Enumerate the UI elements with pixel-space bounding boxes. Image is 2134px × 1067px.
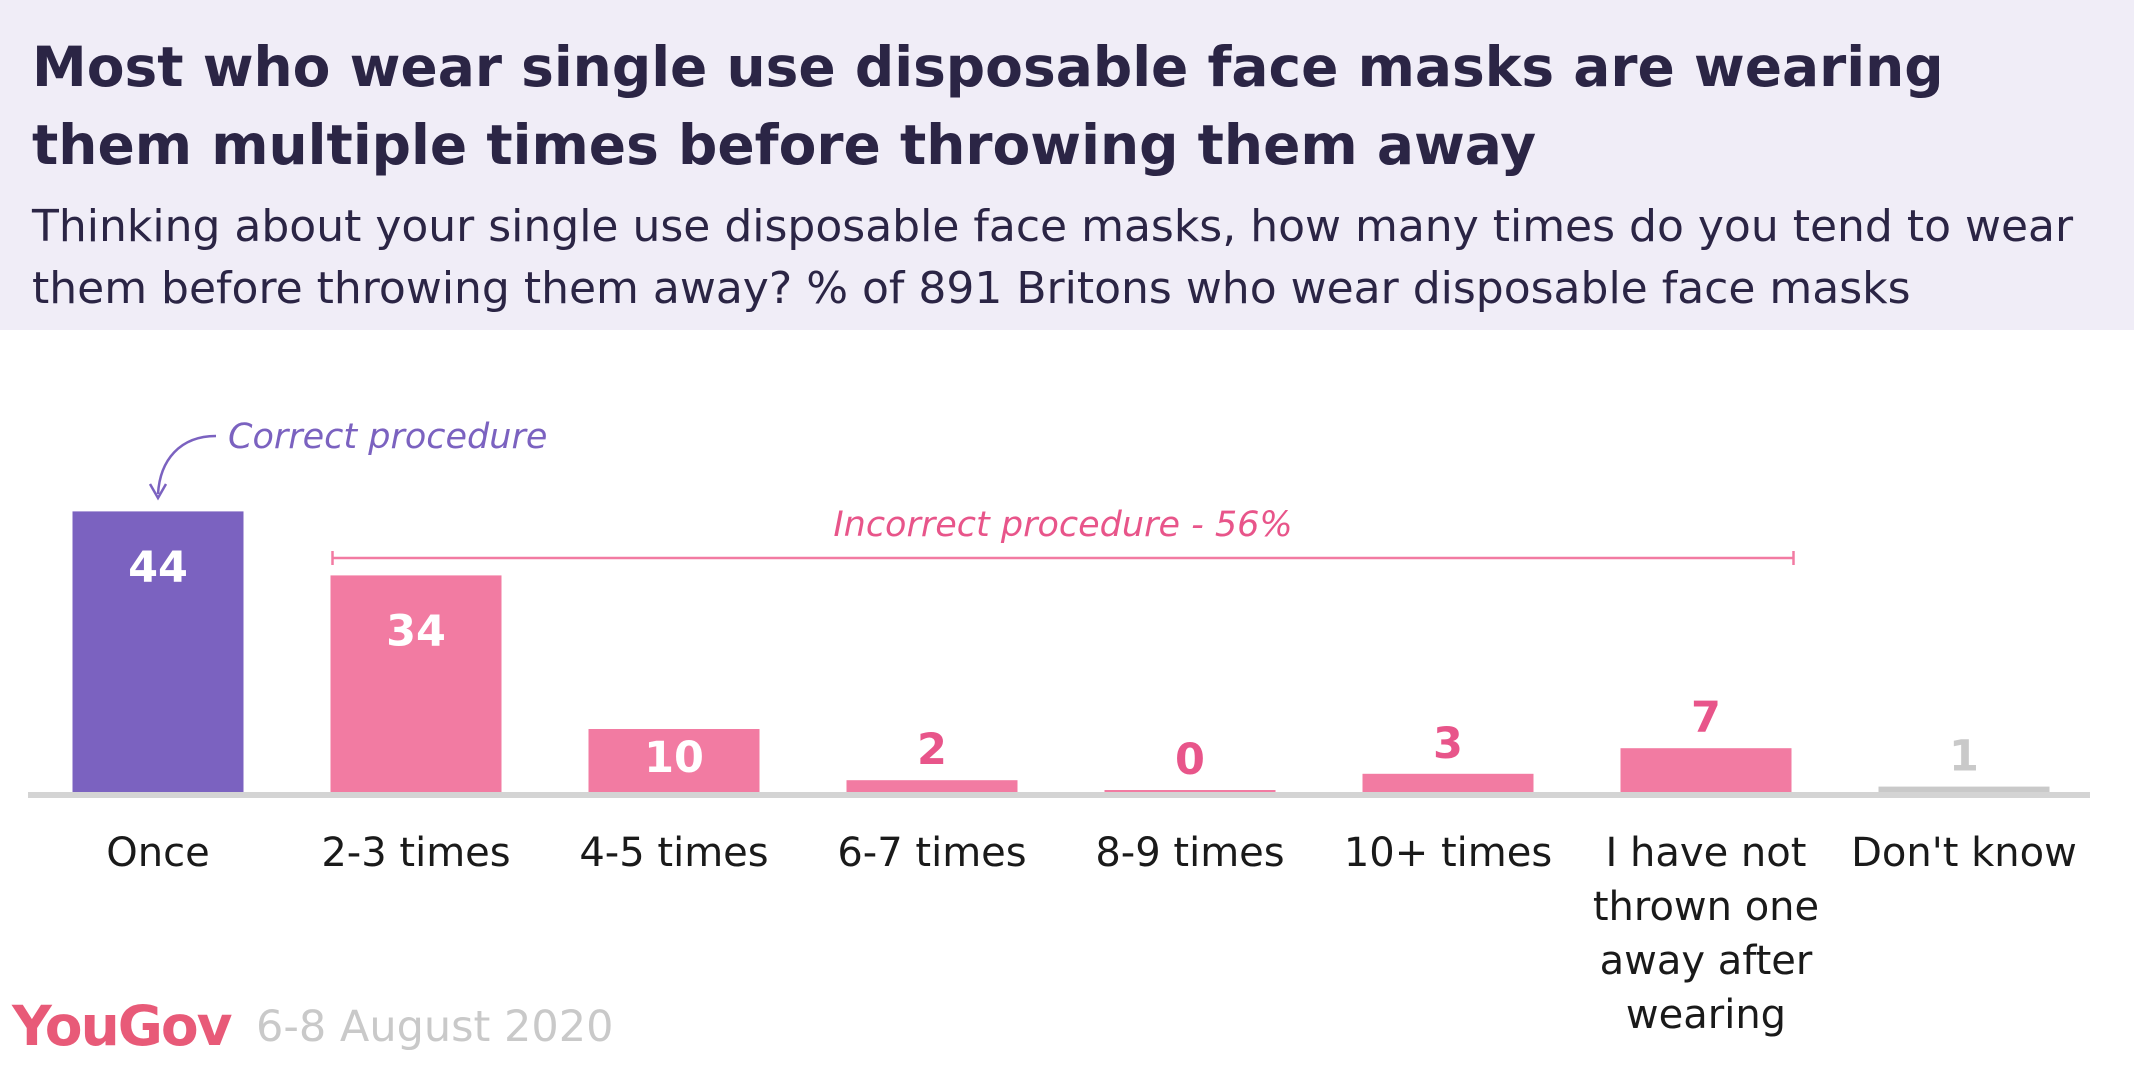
category-label-3-0: 6-7 times xyxy=(837,830,1026,876)
value-label-7: 1 xyxy=(1949,732,1979,782)
value-labels-layer: 44 34 10 2 0 3 7 1 xyxy=(128,542,1979,785)
bar-1 xyxy=(330,575,502,793)
bar-3 xyxy=(846,780,1018,793)
annotation-correct-procedure: Correct procedure xyxy=(228,417,547,457)
annotation-correct-arrowhead xyxy=(148,483,168,501)
chart-subtitle: Thinking about your single use disposabl… xyxy=(32,201,2074,314)
category-label-6-0: I have not xyxy=(1606,830,1807,876)
yougov-logo: YouGov xyxy=(12,994,233,1058)
category-label-6-3: wearing xyxy=(1626,992,1786,1038)
category-label-6-1: thrown one xyxy=(1593,884,1819,930)
category-label-4-0: 8-9 times xyxy=(1095,830,1284,876)
annotations-layer: Correct procedure Incorrect procedure - 5… xyxy=(148,417,1795,565)
value-label-3: 2 xyxy=(917,725,947,775)
category-label-6-2: away after xyxy=(1600,938,1813,984)
category-label-5-0: 10+ times xyxy=(1344,830,1552,876)
category-label-2-0: 4-5 times xyxy=(579,830,768,876)
value-label-5: 3 xyxy=(1433,719,1463,769)
annotation-incorrect-procedure: Incorrect procedure - 56% xyxy=(833,505,1292,545)
bar-5 xyxy=(1362,773,1534,793)
bar-0 xyxy=(72,511,244,793)
category-labels-layer: Once 2-3 times 4-5 times 6-7 times 8-9 times… xyxy=(106,830,2077,1038)
annotation-correct-arrow xyxy=(156,434,217,495)
chart-title: Most who wear single use disposable face… xyxy=(32,35,1944,177)
value-label-0: 44 xyxy=(128,542,188,592)
category-label-0-0: Once xyxy=(106,830,209,876)
bar-7 xyxy=(1878,786,2050,793)
value-label-4: 0 xyxy=(1175,735,1205,785)
bar-4 xyxy=(1104,790,1276,793)
survey-date: 6-8 August 2020 xyxy=(256,1002,614,1052)
header-band: Most who wear single use disposable face… xyxy=(0,0,2134,330)
value-label-2: 10 xyxy=(644,733,704,783)
bar-2 xyxy=(588,729,760,793)
bar-6 xyxy=(1620,748,1792,793)
value-label-6: 7 xyxy=(1691,693,1721,743)
value-label-1: 34 xyxy=(386,606,446,656)
category-label-1-0: 2-3 times xyxy=(321,830,510,876)
category-label-7-0: Don't know xyxy=(1851,830,2077,876)
bars-layer xyxy=(28,511,2090,798)
